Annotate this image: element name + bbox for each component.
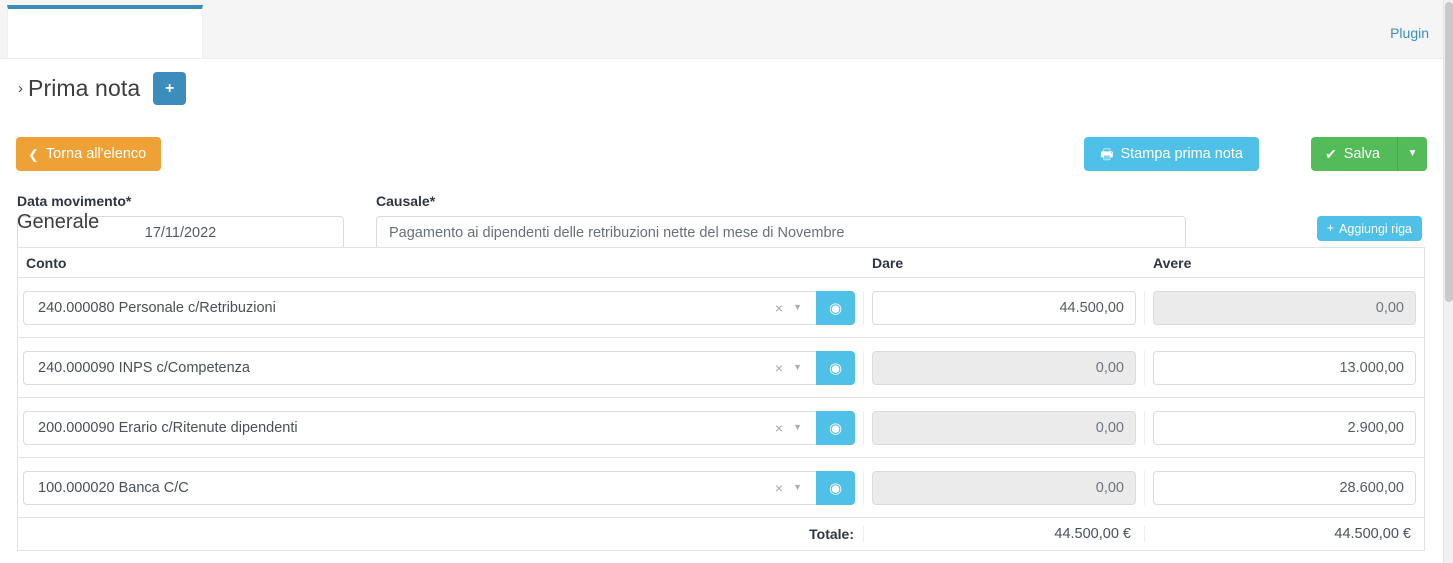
clear-icon[interactable]: × xyxy=(774,359,784,376)
table-header-row: Conto Dare Avere xyxy=(18,248,1424,278)
tab-strip xyxy=(0,0,1453,60)
back-to-list-label: Torna all'elenco xyxy=(45,146,147,162)
clear-icon[interactable]: × xyxy=(774,479,784,496)
plus-icon: + xyxy=(1326,221,1335,236)
chevron-down-icon[interactable]: ▼ xyxy=(793,362,802,372)
data-movimento-label: Data movimento* xyxy=(17,193,132,209)
cell-dare xyxy=(864,410,1145,445)
conto-select-value: 240.000090 INPS c/Competenza xyxy=(38,359,250,376)
avere-input[interactable] xyxy=(1153,470,1416,505)
printer-icon: 🖶 xyxy=(1100,146,1114,162)
dare-input[interactable] xyxy=(872,350,1136,385)
print-prima-nota-button[interactable]: 🖶 Stampa prima nota xyxy=(1084,137,1259,171)
page-card: › Prima nota + ❮ Torna all'elenco 🖶 Stam… xyxy=(0,58,1443,563)
cell-dare xyxy=(864,290,1145,325)
save-button-group: ✔ Salva ▼ xyxy=(1310,137,1427,171)
cell-avere xyxy=(1145,350,1424,385)
conto-select-box[interactable]: 100.000020 Banca C/C × ▼ xyxy=(23,470,816,505)
column-header-conto: Conto xyxy=(26,254,67,271)
table-header: Conto Dare Avere xyxy=(18,248,1424,278)
breadcrumb-chevron-icon: › xyxy=(18,79,23,97)
cell-dare xyxy=(864,470,1145,505)
section-title-generale: Generale xyxy=(17,211,100,233)
vertical-scrollbar[interactable] xyxy=(1443,0,1453,563)
cell-conto: 240.000080 Personale c/Retribuzioni × ▼ … xyxy=(18,290,864,325)
avere-input[interactable] xyxy=(1153,410,1416,445)
view-account-icon[interactable]: ◉ xyxy=(816,290,855,325)
cell-conto: 100.000020 Banca C/C × ▼ ◉ xyxy=(18,470,864,505)
table-row: 200.000090 Erario c/Ritenute dipendenti … xyxy=(18,398,1424,458)
avere-input[interactable] xyxy=(1153,290,1416,325)
save-label: Salva xyxy=(1343,146,1380,162)
totals-row: Totale: 44.500,00 € 44.500,00 € xyxy=(18,518,1424,551)
cell-avere xyxy=(1145,290,1424,325)
add-row-label: Aggiungi riga xyxy=(1339,221,1412,236)
add-row-button[interactable]: + Aggiungi riga xyxy=(1316,216,1422,241)
action-bar: ❮ Torna all'elenco 🖶 Stampa prima nota ✔… xyxy=(0,117,1443,177)
table-row: 240.000090 INPS c/Competenza × ▼ ◉ xyxy=(18,338,1424,398)
column-header-dare: Dare xyxy=(872,254,904,271)
print-prima-nota-label: Stampa prima nota xyxy=(1120,146,1243,162)
active-tab-panel[interactable] xyxy=(7,5,203,60)
cell-avere xyxy=(1145,410,1424,445)
back-to-list-button[interactable]: ❮ Torna all'elenco xyxy=(16,137,162,171)
clear-icon[interactable]: × xyxy=(774,299,784,316)
check-icon: ✔ xyxy=(1324,146,1337,162)
chevron-down-icon[interactable]: ▼ xyxy=(793,302,802,312)
conto-select-box[interactable]: 240.000080 Personale c/Retribuzioni × ▼ xyxy=(23,290,816,325)
conto-select[interactable]: 240.000080 Personale c/Retribuzioni × ▼ … xyxy=(23,290,855,325)
dare-input[interactable] xyxy=(872,410,1136,445)
table-row: 240.000080 Personale c/Retribuzioni × ▼ … xyxy=(18,278,1424,338)
dare-input[interactable] xyxy=(872,290,1136,325)
caret-down-icon: ▼ xyxy=(1407,148,1418,159)
chevron-down-icon[interactable]: ▼ xyxy=(793,482,802,492)
view-account-icon[interactable]: ◉ xyxy=(816,410,855,445)
plugin-link[interactable]: Plugin xyxy=(1390,25,1429,41)
avere-input[interactable] xyxy=(1153,350,1416,385)
page-header: › Prima nota + xyxy=(0,59,1443,117)
conto-select-value: 200.000090 Erario c/Ritenute dipendenti xyxy=(38,419,298,436)
cell-avere xyxy=(1145,470,1424,505)
clear-icon[interactable]: × xyxy=(774,419,784,436)
causale-input[interactable] xyxy=(376,216,1186,250)
conto-select-box[interactable]: 240.000090 INPS c/Competenza × ▼ xyxy=(23,350,816,385)
conto-select[interactable]: 200.000090 Erario c/Ritenute dipendenti … xyxy=(23,410,855,445)
totals-avere: 44.500,00 € xyxy=(1334,526,1411,542)
table-footer: Totale: 44.500,00 € 44.500,00 € xyxy=(18,518,1424,551)
dare-input[interactable] xyxy=(872,470,1136,505)
table-row: 100.000020 Banca C/C × ▼ ◉ xyxy=(18,458,1424,518)
conto-select-box[interactable]: 200.000090 Erario c/Ritenute dipendenti … xyxy=(23,410,816,445)
conto-select[interactable]: 100.000020 Banca C/C × ▼ ◉ xyxy=(23,470,855,505)
add-tab-button[interactable]: + xyxy=(153,71,187,105)
cell-conto: 200.000090 Erario c/Ritenute dipendenti … xyxy=(18,410,864,445)
cell-dare xyxy=(864,350,1145,385)
conto-select-value: 100.000020 Banca C/C xyxy=(38,479,189,496)
view-account-icon[interactable]: ◉ xyxy=(816,470,855,505)
conto-select[interactable]: 240.000090 INPS c/Competenza × ▼ ◉ xyxy=(23,350,855,385)
cell-conto: 240.000090 INPS c/Competenza × ▼ ◉ xyxy=(18,350,864,385)
save-button[interactable]: ✔ Salva xyxy=(1310,137,1397,171)
column-header-avere: Avere xyxy=(1153,254,1192,271)
movements-table: Conto Dare Avere 240.000080 Personale c/… xyxy=(17,247,1425,551)
save-dropdown-toggle[interactable]: ▼ xyxy=(1397,137,1427,171)
totals-dare: 44.500,00 € xyxy=(864,526,1145,542)
view-account-icon[interactable]: ◉ xyxy=(816,350,855,385)
page-title: Prima nota xyxy=(28,74,141,101)
data-movimento-input[interactable] xyxy=(17,216,344,250)
table-body: 240.000080 Personale c/Retribuzioni × ▼ … xyxy=(18,278,1424,518)
chevron-down-icon[interactable]: ▼ xyxy=(793,422,802,432)
chevron-left-icon: ❮ xyxy=(28,146,39,162)
causale-label: Causale* xyxy=(376,193,436,209)
totals-label: Totale: xyxy=(18,526,864,542)
vertical-scrollbar-thumb[interactable] xyxy=(1445,2,1453,302)
conto-select-value: 240.000080 Personale c/Retribuzioni xyxy=(38,299,276,316)
